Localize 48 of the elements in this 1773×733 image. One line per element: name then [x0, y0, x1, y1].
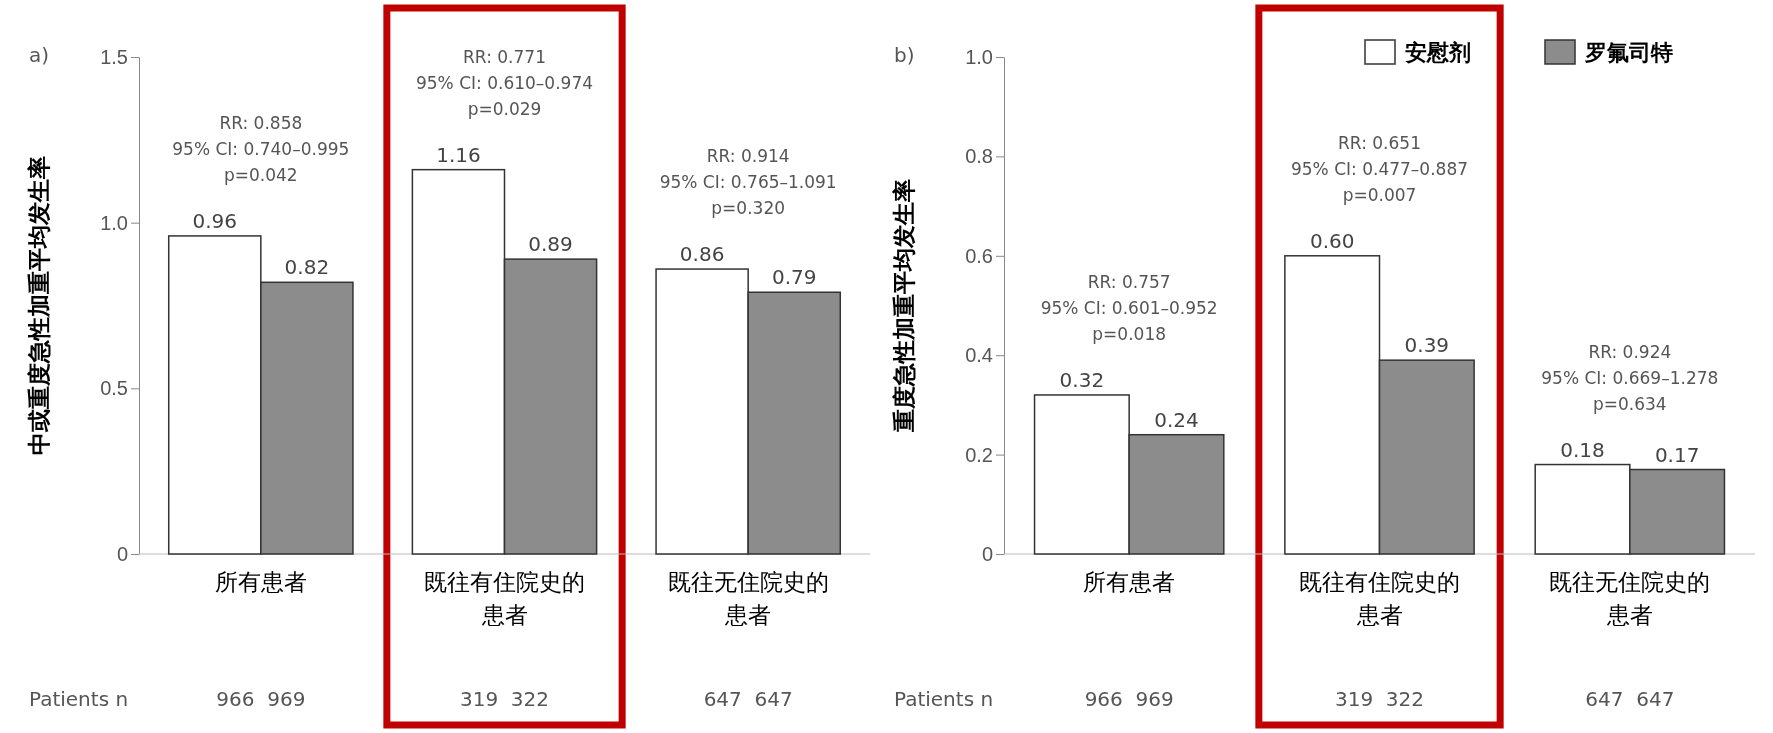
chart-title: b): [894, 43, 915, 67]
data-label: 0.96: [192, 208, 238, 233]
x-tick-label: 既往有住院史的患者: [1299, 569, 1460, 628]
data-label: 0.32: [1059, 367, 1105, 392]
y-axis-title: 重度急性加重平均发生率: [891, 179, 917, 433]
x-tick-label: 所有患者: [214, 569, 307, 595]
data-label: 0.17: [1654, 442, 1700, 467]
y-tick-label: 0.6: [965, 244, 993, 267]
text: 966 969: [216, 687, 306, 711]
data-label: 0.24: [1154, 407, 1199, 432]
annotation: RR: 0.924 95% CI: 0.669–1.278 p=0.634: [1541, 341, 1719, 414]
text: Patients n: [29, 687, 129, 711]
x-tick-label: 既往有住院史的患者: [424, 569, 585, 628]
annotation: RR: 0.771 95% CI: 0.610–0.974 p=0.029: [415, 46, 594, 119]
x-tick-label: 既往无住院史的患者: [667, 569, 829, 628]
data-label: 0.89: [528, 232, 573, 257]
y-tick-label: 0.8: [965, 145, 993, 168]
y-tick-label: 0: [116, 542, 128, 565]
y-tick-label: 0.5: [100, 377, 128, 400]
annotation: RR: 0.757 95% CI: 0.601–0.952 p=0.018: [1040, 271, 1218, 344]
annotation: RR: 0.858 95% CI: 0.740–0.995 p=0.042: [172, 112, 350, 185]
text: 319 322: [1334, 687, 1425, 711]
text: 647 647: [1585, 687, 1675, 711]
data-label: 0.60: [1309, 228, 1355, 253]
y-tick-label: 1.0: [100, 211, 128, 234]
text: 319 322: [459, 687, 550, 711]
annotation: RR: 0.651 95% CI: 0.477–0.887 p=0.007: [1290, 132, 1469, 205]
y-tick-label: 0.4: [965, 344, 993, 367]
x-tick-label: 所有患者: [1083, 569, 1176, 595]
y-tick-label: 0.2: [965, 443, 993, 466]
data-label: 0.82: [284, 255, 330, 280]
data-label: 0.79: [771, 265, 817, 290]
y-tick-label: 0: [981, 542, 993, 565]
x-tick-label: 既往无住院史的患者: [1549, 569, 1711, 628]
data-label: 1.16: [436, 142, 481, 167]
text: 966 969: [1084, 687, 1174, 711]
legend-label: 安慰剂: [1405, 40, 1471, 65]
y-tick-label: 1.0: [965, 45, 993, 68]
chart-title: a): [29, 43, 50, 67]
text: 647 647: [703, 687, 793, 711]
text: Patients n: [894, 687, 994, 711]
data-label: 0.39: [1404, 333, 1450, 358]
legend-label: 罗氟司特: [1584, 40, 1673, 65]
annotation: RR: 0.914 95% CI: 0.765–1.091 p=0.320: [659, 146, 837, 219]
y-axis-title: 中或重度急性加重平均发生率: [26, 156, 52, 455]
data-label: 0.86: [679, 242, 725, 267]
data-label: 0.18: [1560, 437, 1605, 462]
y-tick-label: 1.5: [100, 45, 128, 68]
